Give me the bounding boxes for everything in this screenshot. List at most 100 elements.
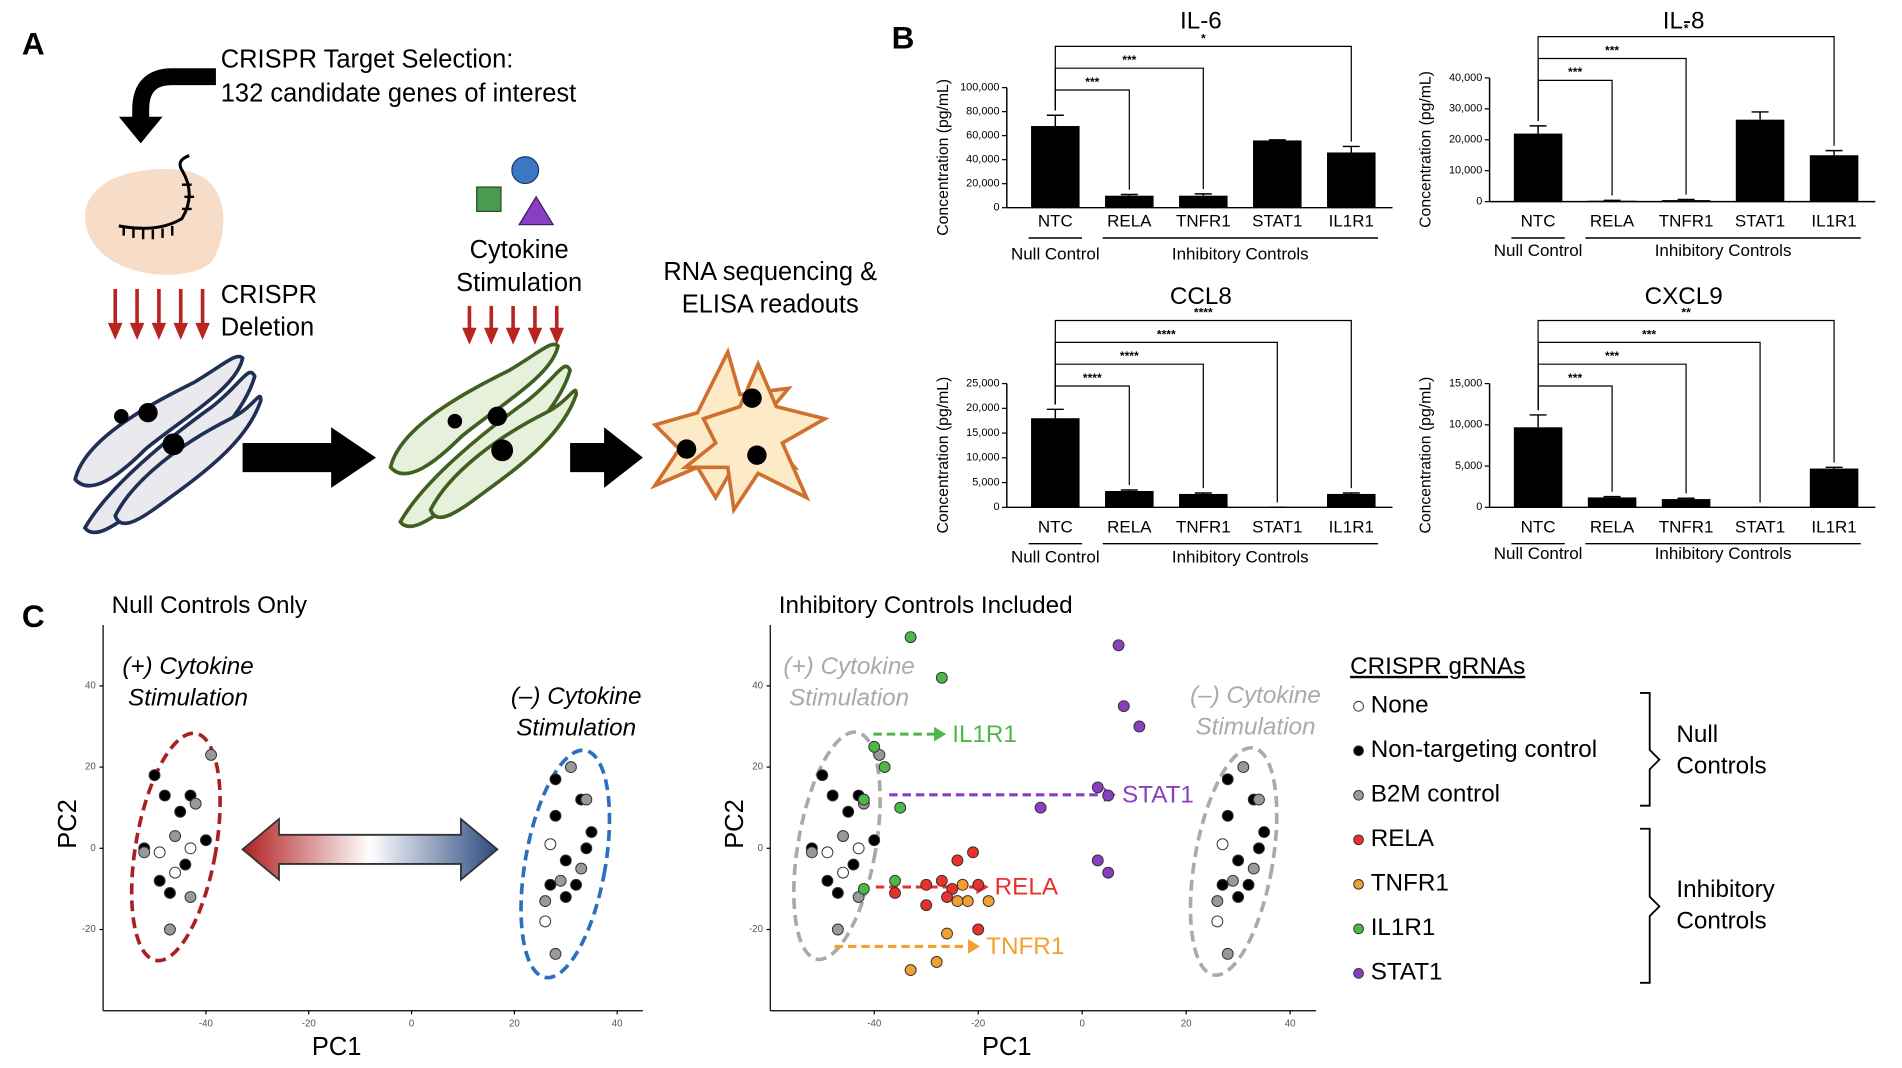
y-tick-label: 60,000 <box>966 130 999 142</box>
point <box>205 748 218 761</box>
bar <box>1179 195 1228 208</box>
point <box>148 769 161 782</box>
legend-group: Controls <box>1676 752 1766 779</box>
significance-bracket <box>1537 36 1835 146</box>
bar <box>1031 418 1080 508</box>
x-tick-label: NTC <box>1521 212 1556 231</box>
point <box>1216 878 1229 891</box>
chart-title: Inhibitory Controls Included <box>779 592 1073 619</box>
annotation: Stimulation <box>789 684 909 711</box>
x-tick-label: RELA <box>1107 517 1152 536</box>
point <box>163 923 176 936</box>
significance-label: *** <box>1085 75 1099 89</box>
point <box>1221 947 1234 960</box>
point <box>169 830 182 843</box>
point <box>1211 895 1224 908</box>
legend-group: Null <box>1676 721 1718 748</box>
red-arrows <box>107 288 210 340</box>
y-tick-label: 20 <box>752 762 763 773</box>
legend-label: STAT1 <box>1371 959 1443 986</box>
point <box>179 858 192 871</box>
legend-label: None <box>1371 692 1429 719</box>
x-tick-label: RELA <box>1590 212 1635 231</box>
point <box>184 842 197 855</box>
grna-ticks <box>122 183 195 240</box>
y-tick-label: 10,000 <box>966 452 999 464</box>
curved-arrow <box>132 68 216 120</box>
point <box>184 891 197 903</box>
x-tick-label: 0 <box>409 1019 415 1030</box>
significance-label: ** <box>1681 305 1691 319</box>
step-text: Cytokine <box>470 236 569 264</box>
process-arrow <box>570 443 607 473</box>
legend-brace <box>1639 827 1661 984</box>
step-text: ELISA readouts <box>682 291 859 319</box>
point <box>1247 862 1260 875</box>
arrow-head <box>934 726 947 742</box>
point <box>189 797 202 810</box>
legend-marker <box>1353 923 1364 935</box>
annotation: (+) Cytokine <box>122 653 253 680</box>
error-bar <box>1603 495 1621 498</box>
point <box>1117 700 1130 713</box>
bar <box>1661 200 1711 202</box>
y-tick-label: 20 <box>85 762 96 773</box>
y-tick-label: 5,000 <box>972 476 999 488</box>
point <box>857 793 870 806</box>
arrow-label: RELA <box>995 874 1059 901</box>
x-tick-label: 40 <box>1285 1019 1296 1030</box>
group-label: Null Control <box>1011 548 1100 567</box>
arrow-head <box>967 939 981 954</box>
cytokine-icon <box>511 156 540 185</box>
point <box>967 846 979 859</box>
legend-group: Controls <box>1676 908 1766 935</box>
point <box>837 830 849 843</box>
red-arrows <box>462 305 565 345</box>
arrow-head <box>118 116 163 144</box>
y-tick-label: 0 <box>993 501 999 513</box>
cytokine-icon <box>476 186 502 212</box>
x-tick-label: IL1R1 <box>1811 517 1856 536</box>
point <box>580 842 593 855</box>
point <box>951 895 964 908</box>
point <box>941 927 953 940</box>
y-axis-label: PC2 <box>54 799 82 849</box>
x-tick-label: NTC <box>1038 212 1073 231</box>
legend-marker <box>1353 700 1364 712</box>
x-tick-label: RELA <box>1590 517 1635 536</box>
y-tick-label: 80,000 <box>966 106 999 118</box>
point <box>153 874 166 887</box>
group-label: Inhibitory Controls <box>1172 548 1309 567</box>
point <box>868 740 881 753</box>
bar <box>1031 126 1080 208</box>
error-bar <box>1268 139 1286 141</box>
y-tick-label: 0 <box>90 843 96 854</box>
point <box>1034 801 1047 814</box>
x-tick-label: 20 <box>509 1019 520 1030</box>
y-tick-label: 40 <box>85 680 96 691</box>
y-tick-label: 0 <box>993 202 999 214</box>
x-tick-label: -40 <box>199 1019 214 1030</box>
point <box>920 878 933 891</box>
legend-brace <box>1639 691 1661 807</box>
annotation: (–) Cytokine <box>1190 682 1321 709</box>
point <box>941 891 953 903</box>
chart-title: IL-8 <box>1663 8 1705 35</box>
panel-label: A <box>22 26 45 62</box>
point <box>961 895 974 908</box>
point <box>894 801 907 814</box>
y-tick-label: 20,000 <box>966 402 999 414</box>
point <box>549 773 562 786</box>
point <box>1258 826 1271 838</box>
cluster-ellipse <box>792 730 882 962</box>
significance-label: *** <box>1605 43 1619 57</box>
chart-title: CXCL9 <box>1645 283 1723 310</box>
group-label: Inhibitory Controls <box>1172 244 1309 263</box>
significance-bracket <box>1537 341 1761 503</box>
point <box>889 887 901 899</box>
bar <box>1513 133 1563 202</box>
legend-marker <box>1353 878 1364 890</box>
cytokine-icon <box>518 195 555 226</box>
bar <box>1735 119 1785 202</box>
